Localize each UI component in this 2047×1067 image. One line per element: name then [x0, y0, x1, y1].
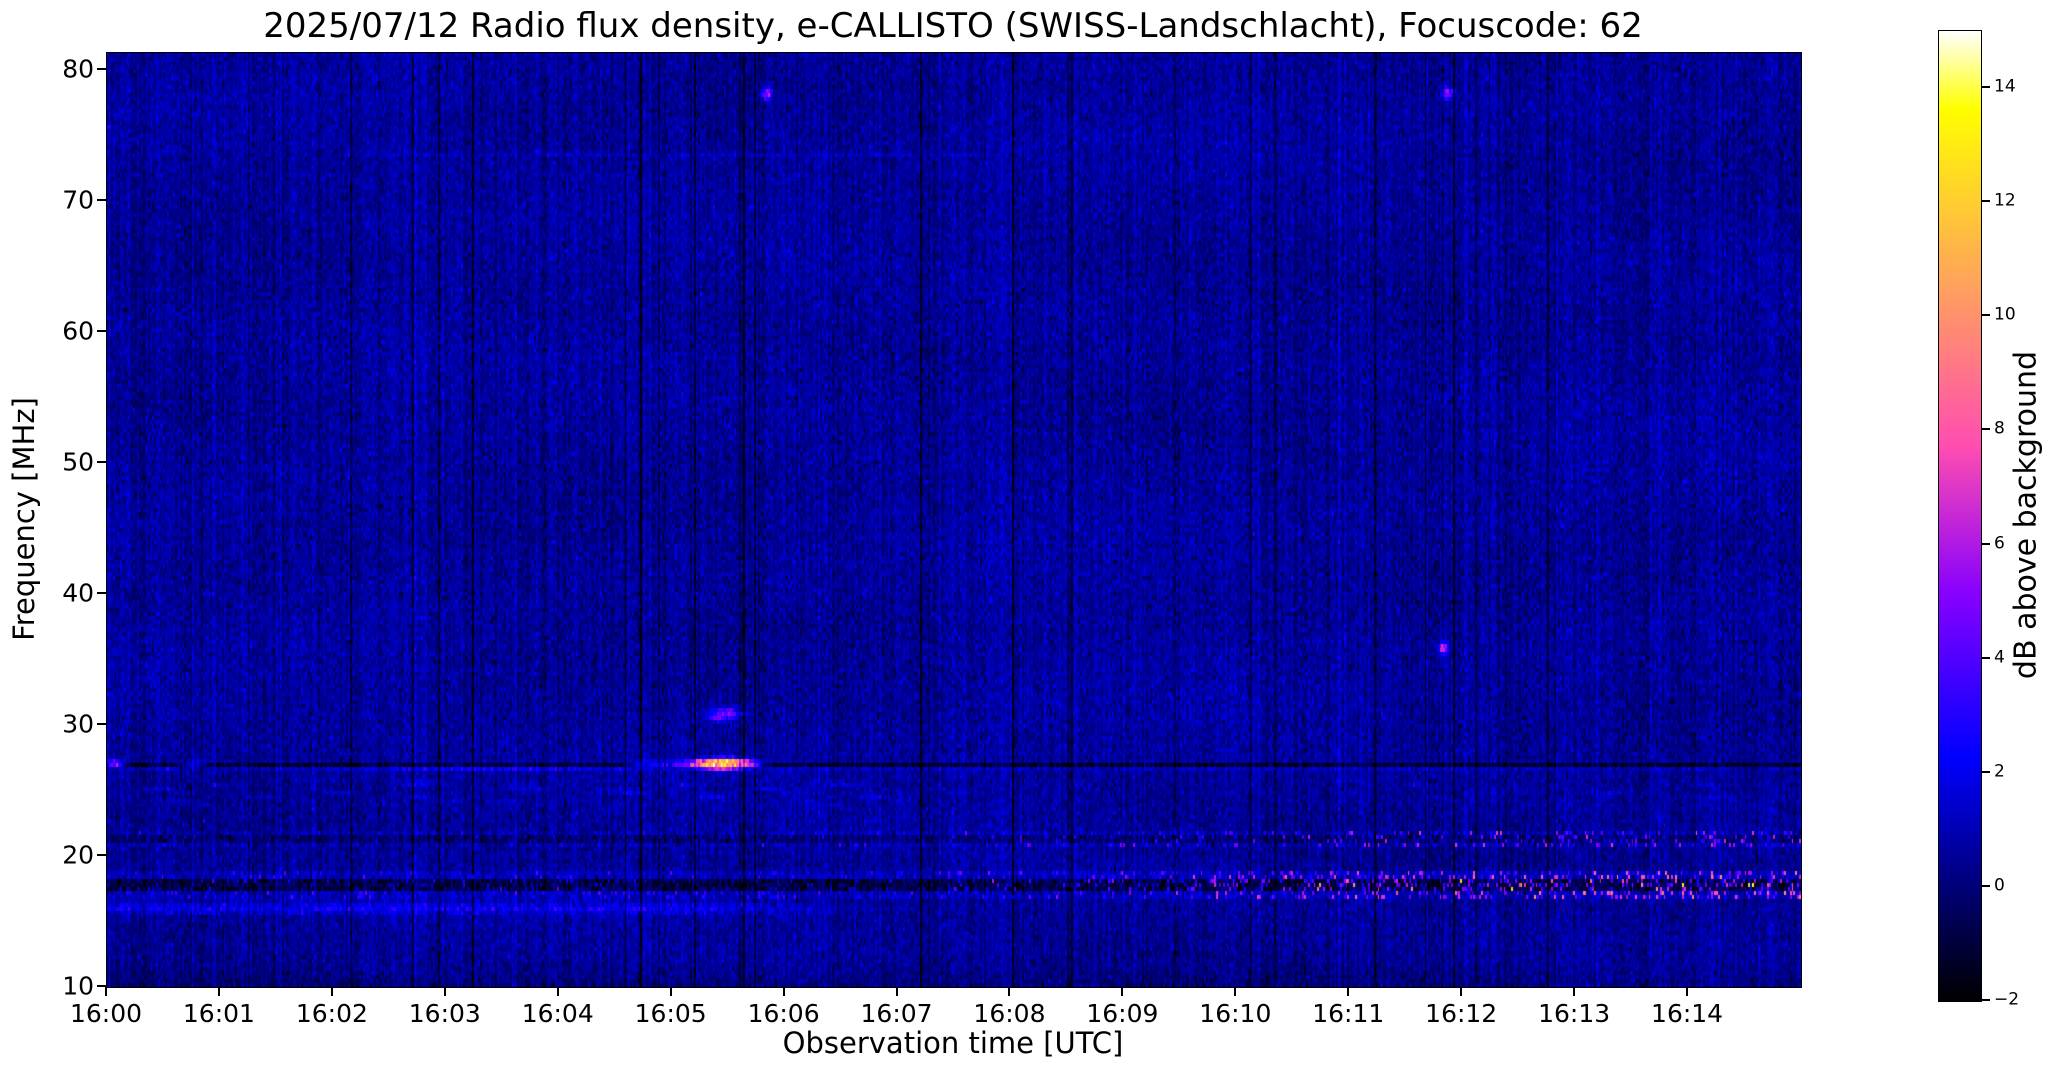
x-tick-label: 16:10 [1199, 999, 1272, 1028]
colorbar-tick-label: 4 [1994, 647, 2005, 668]
y-tick-label: 80 [62, 54, 94, 84]
colorbar-tick-label: 14 [1994, 76, 2016, 97]
x-tick-mark [1347, 987, 1350, 996]
y-tick-label: 10 [62, 971, 94, 1001]
x-tick-label: 16:05 [634, 999, 707, 1028]
x-tick-label: 16:04 [521, 999, 594, 1028]
x-axis-label: Observation time [UTC] [782, 1026, 1124, 1060]
colorbar-tick-label: 2 [1994, 761, 2005, 782]
y-tick-mark [97, 985, 106, 987]
x-tick-mark [217, 987, 220, 996]
colorbar-tick-mark [1982, 428, 1990, 431]
x-tick-mark [669, 987, 672, 996]
colorbar-tick-label: 6 [1994, 533, 2005, 554]
y-tick-label: 70 [62, 185, 94, 215]
x-tick-label: 16:13 [1538, 999, 1611, 1028]
spectrogram-canvas [106, 52, 1802, 988]
colorbar-tick-mark [1982, 86, 1990, 89]
x-tick-mark [330, 987, 333, 996]
x-tick-label: 16:01 [182, 999, 255, 1028]
colorbar-tick-mark [1982, 656, 1990, 659]
y-tick-mark [97, 723, 106, 725]
colorbar-tick-mark [1982, 314, 1990, 317]
y-tick-mark [97, 68, 106, 71]
colorbar-canvas [1938, 30, 1982, 1002]
x-tick-mark [1573, 987, 1576, 996]
colorbar-tick-mark [1982, 884, 1990, 887]
colorbar-tick-mark [1982, 770, 1990, 773]
chart-title: 2025/07/12 Radio flux density, e-CALLIST… [263, 6, 1643, 46]
colorbar-tick-label: 0 [1994, 875, 2005, 896]
x-tick-mark [1686, 987, 1689, 996]
colorbar-tick-label: 10 [1994, 304, 2016, 325]
y-tick-label: 30 [62, 709, 94, 739]
colorbar-tick-label: −2 [1994, 989, 2020, 1010]
y-tick-label: 40 [62, 578, 94, 608]
x-tick-mark [1234, 987, 1237, 996]
x-tick-mark [895, 987, 898, 996]
x-tick-label: 16:02 [295, 999, 368, 1028]
y-tick-mark [97, 199, 106, 202]
colorbar-tick-mark [1982, 542, 1990, 545]
x-tick-mark [556, 987, 559, 996]
x-tick-label: 16:09 [1086, 999, 1159, 1028]
x-tick-mark [1460, 987, 1463, 996]
y-tick-mark [97, 854, 106, 856]
colorbar-tick-mark [1982, 999, 1990, 1001]
colorbar-tick-label: 12 [1994, 190, 2016, 211]
x-tick-mark [443, 987, 446, 996]
x-tick-label: 16:14 [1651, 999, 1724, 1028]
y-tick-label: 50 [62, 447, 94, 477]
x-tick-mark [1121, 987, 1124, 996]
y-tick-mark [97, 461, 106, 464]
colorbar-tick-mark [1982, 200, 1990, 203]
x-tick-mark [782, 987, 785, 996]
x-tick-label: 16:03 [408, 999, 481, 1028]
x-tick-label: 16:11 [1312, 999, 1385, 1028]
colorbar-label: dB above background [2008, 350, 2044, 680]
y-tick-mark [97, 330, 106, 333]
y-tick-label: 60 [62, 316, 94, 346]
x-tick-label: 16:07 [860, 999, 933, 1028]
x-tick-label: 16:00 [69, 999, 143, 1028]
y-tick-mark [97, 592, 106, 594]
x-tick-mark [1008, 987, 1011, 996]
x-tick-label: 16:08 [973, 999, 1046, 1028]
x-tick-mark [105, 987, 107, 996]
colorbar-tick-label: 8 [1994, 418, 2005, 439]
x-tick-label: 16:06 [747, 999, 820, 1028]
x-tick-label: 16:12 [1425, 999, 1498, 1028]
y-tick-label: 20 [62, 840, 94, 870]
